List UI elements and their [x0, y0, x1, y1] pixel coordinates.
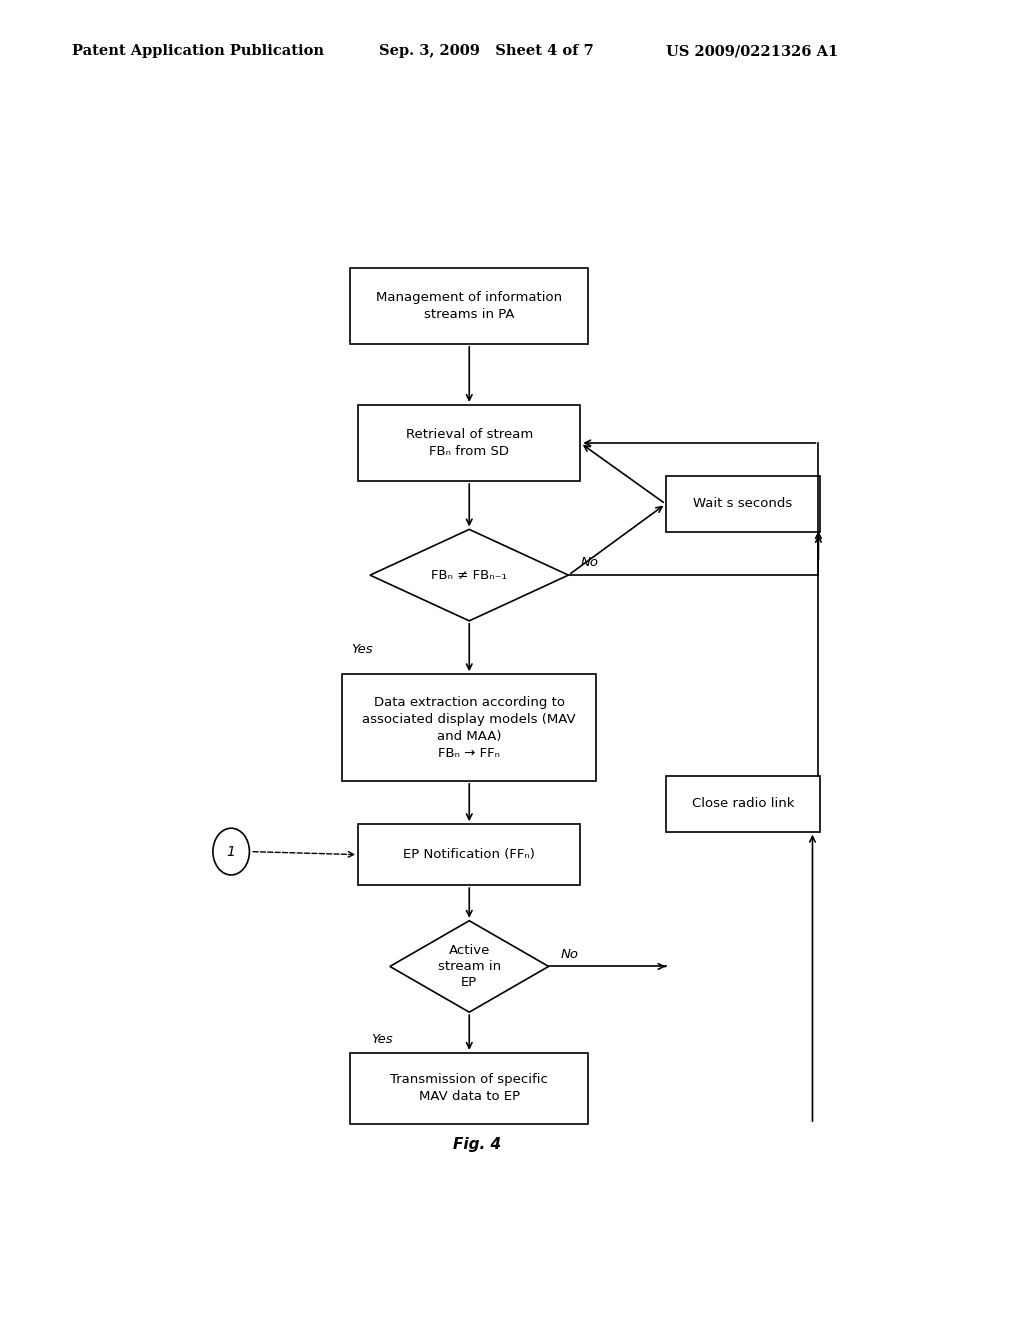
Polygon shape — [390, 921, 549, 1012]
Text: Yes: Yes — [351, 643, 373, 656]
FancyBboxPatch shape — [358, 405, 581, 480]
Text: Patent Application Publication: Patent Application Publication — [72, 45, 324, 58]
Text: FBₙ ≠ FBₙ₋₁: FBₙ ≠ FBₙ₋₁ — [431, 569, 507, 582]
Text: Management of information
streams in PA: Management of information streams in PA — [376, 290, 562, 321]
FancyBboxPatch shape — [666, 477, 820, 532]
Text: Close radio link: Close radio link — [692, 797, 795, 810]
Text: Sep. 3, 2009   Sheet 4 of 7: Sep. 3, 2009 Sheet 4 of 7 — [379, 45, 594, 58]
Text: Retrieval of stream
FBₙ from SD: Retrieval of stream FBₙ from SD — [406, 428, 532, 458]
FancyBboxPatch shape — [666, 776, 820, 832]
Text: Yes: Yes — [371, 1032, 393, 1045]
FancyBboxPatch shape — [350, 1053, 588, 1125]
FancyBboxPatch shape — [350, 268, 588, 345]
FancyBboxPatch shape — [342, 675, 596, 781]
FancyBboxPatch shape — [358, 824, 581, 886]
Text: Data extraction according to
associated display models (MAV
and MAA)
FBₙ → FFₙ: Data extraction according to associated … — [362, 696, 577, 759]
Text: Transmission of specific
MAV data to EP: Transmission of specific MAV data to EP — [390, 1073, 548, 1104]
Text: Active
stream in
EP: Active stream in EP — [437, 944, 501, 989]
Text: No: No — [560, 948, 579, 961]
Text: No: No — [581, 557, 598, 569]
Text: Fig. 4: Fig. 4 — [454, 1137, 501, 1152]
Text: Wait s seconds: Wait s seconds — [693, 498, 793, 511]
Text: 1: 1 — [226, 845, 236, 858]
Text: US 2009/0221326 A1: US 2009/0221326 A1 — [666, 45, 838, 58]
Text: EP Notification (FFₙ): EP Notification (FFₙ) — [403, 849, 536, 861]
Polygon shape — [370, 529, 568, 620]
